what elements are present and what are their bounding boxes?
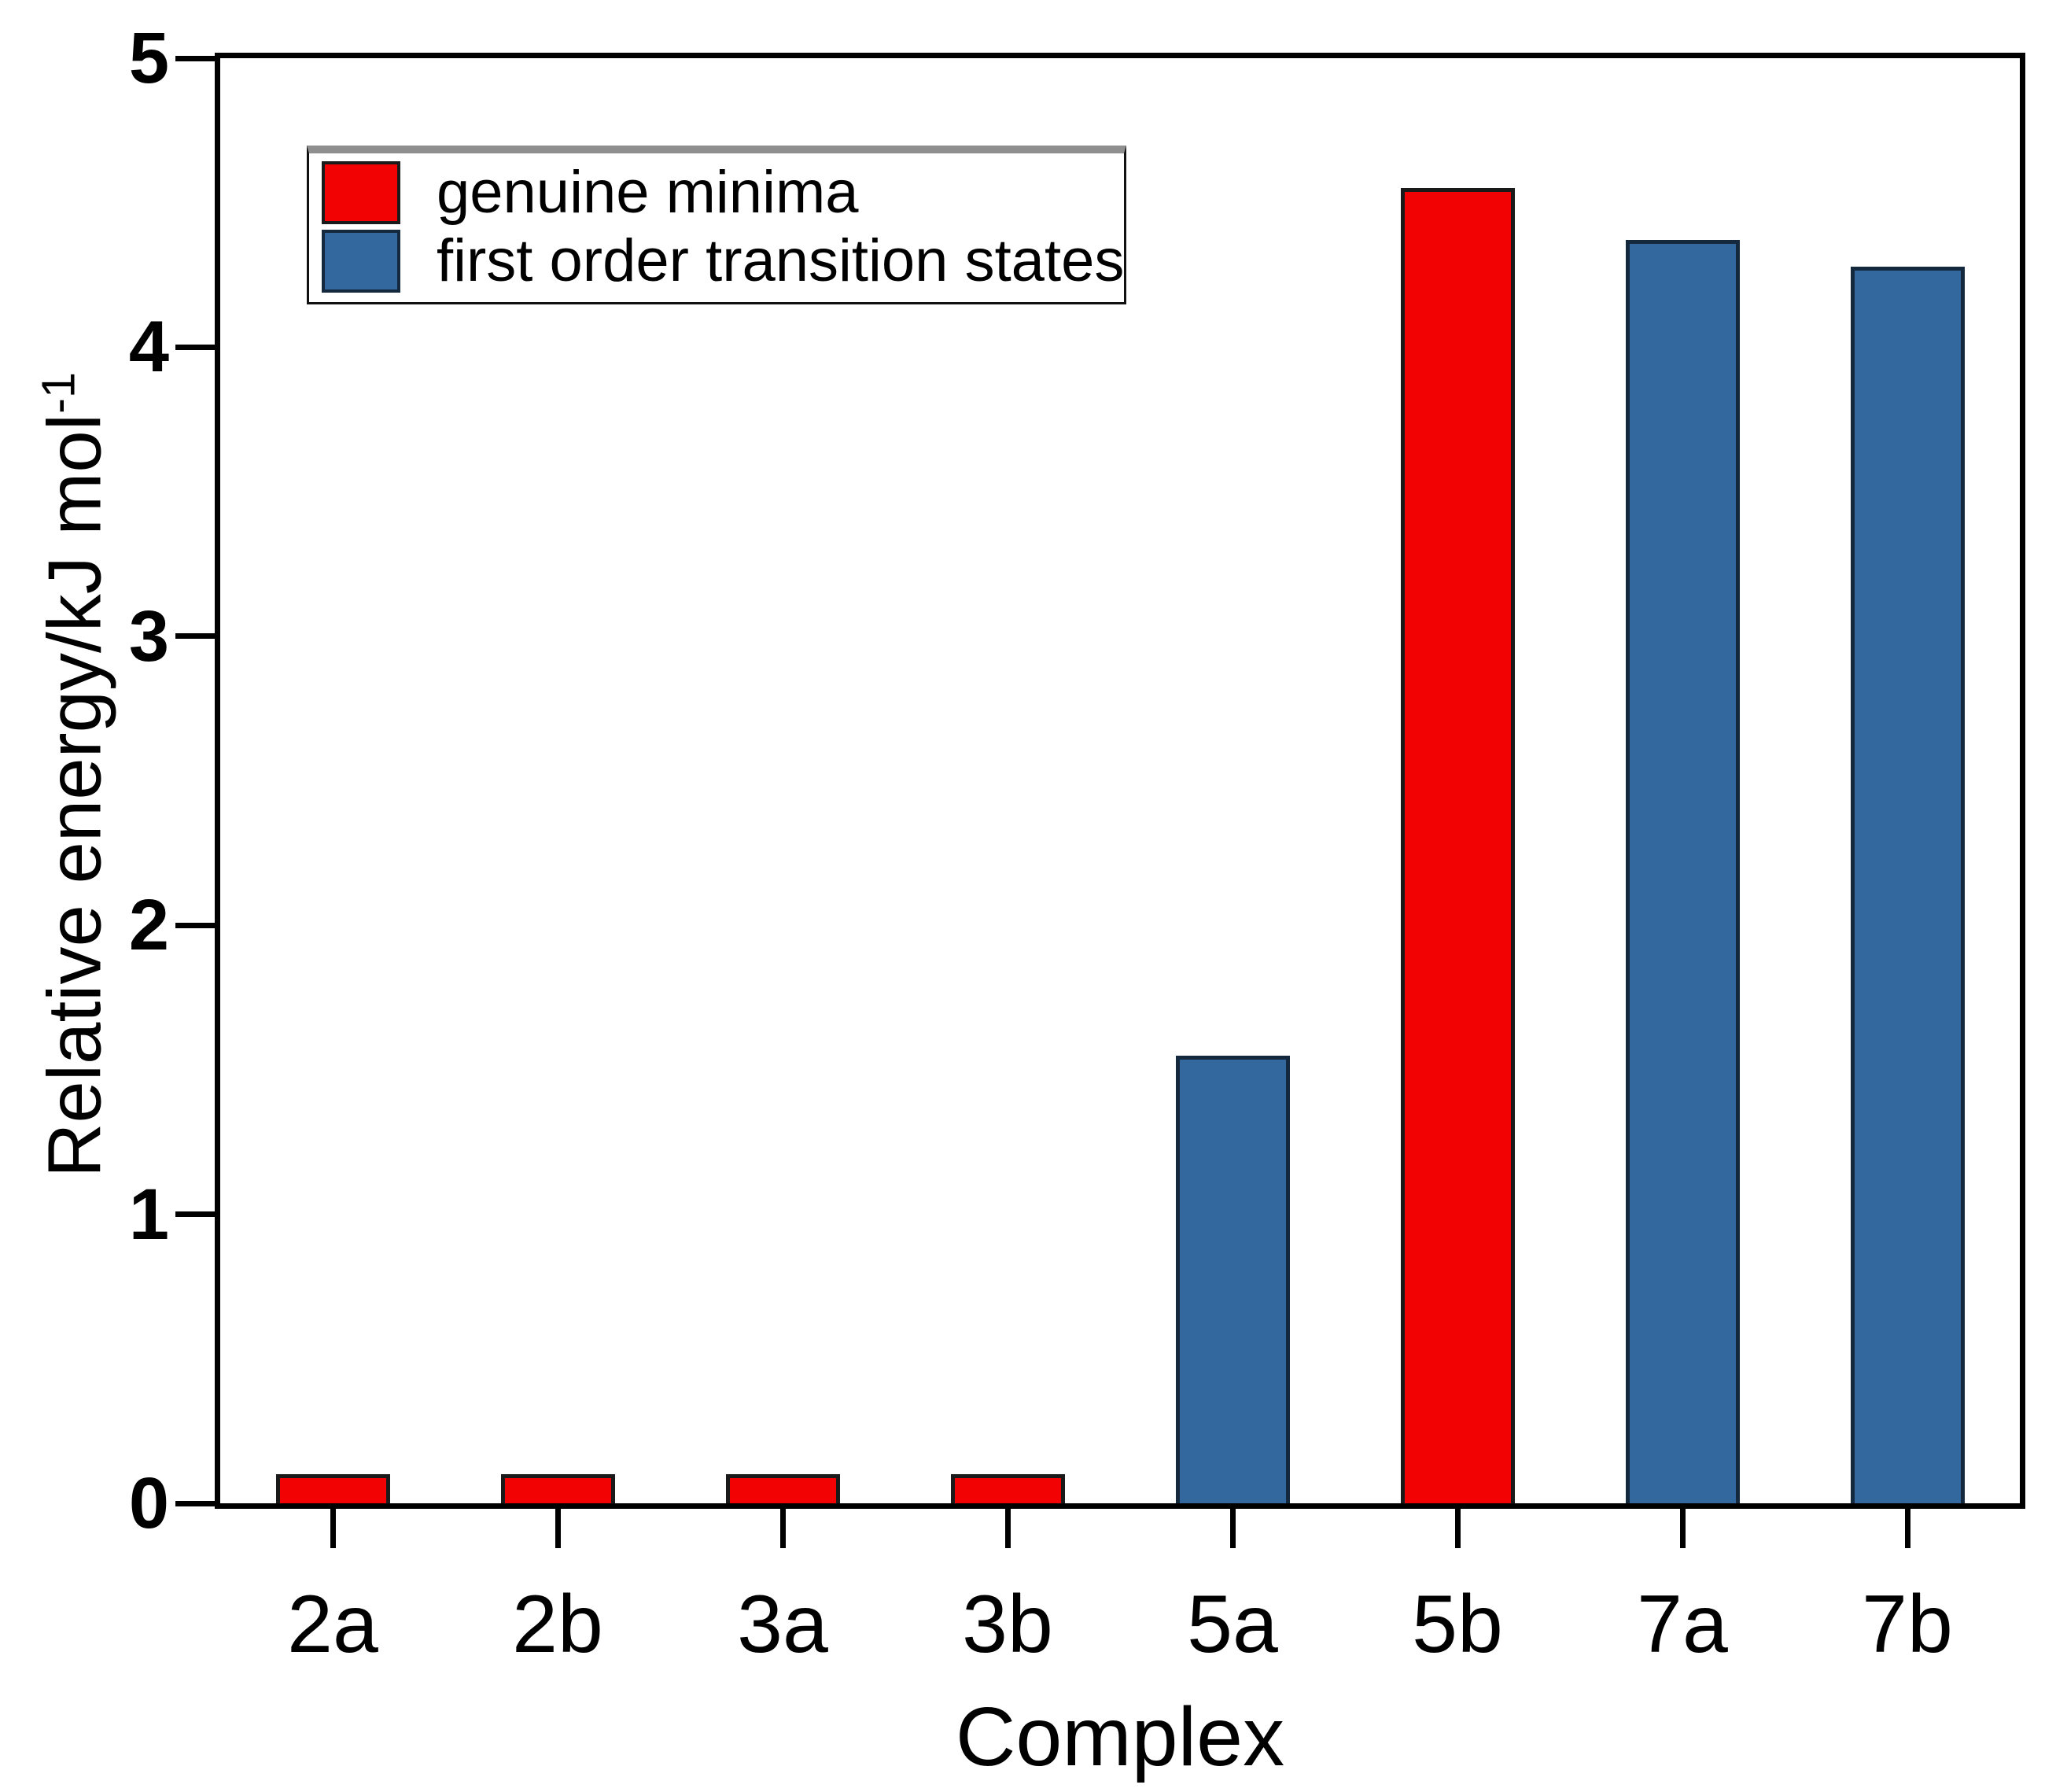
x-tick-label-2b: 2b (512, 1579, 603, 1670)
x-axis-tick (779, 1507, 786, 1548)
x-tick-label-5b: 5b (1412, 1579, 1503, 1670)
bar-5a (1175, 1056, 1290, 1503)
bar-2a (275, 1474, 390, 1503)
x-tick-label-3b: 3b (962, 1579, 1053, 1670)
y-tick-label: 2 (128, 885, 169, 966)
legend-swatch-ts (322, 230, 400, 293)
x-tick-label-7a: 7a (1637, 1579, 1728, 1670)
y-tick-label: 1 (128, 1174, 169, 1255)
x-tick-label-2a: 2a (287, 1579, 378, 1670)
y-axis-tick (175, 1211, 215, 1218)
y-tick-label: 3 (128, 595, 169, 677)
y-axis-title: Relative energy/kJ mol-1 (31, 372, 119, 1178)
x-axis-tick (1229, 1507, 1236, 1548)
y-axis-tick (175, 55, 215, 61)
legend-label-ts: first order transition states (437, 227, 1125, 294)
bar-3b (950, 1474, 1065, 1503)
x-axis-tick (1679, 1507, 1686, 1548)
x-tick-label-5a: 5a (1187, 1579, 1278, 1670)
y-axis-tick (175, 633, 215, 640)
legend-entry-ts: first order transition states (322, 230, 1124, 293)
legend-label-minima: genuine minima (437, 159, 859, 226)
y-axis-tick (175, 922, 215, 928)
x-axis-tick (1004, 1507, 1011, 1548)
y-tick-label: 0 (128, 1463, 169, 1543)
legend-swatch-minima (322, 161, 400, 224)
x-tick-label-3a: 3a (737, 1579, 828, 1670)
y-axis-title-text: Relative energy/kJ mol (32, 413, 117, 1178)
x-axis-tick (1904, 1507, 1910, 1548)
legend-entry-minima: genuine minima (322, 161, 1111, 224)
x-axis-tick (330, 1507, 336, 1548)
y-tick-label: 5 (128, 18, 169, 98)
y-axis-tick (175, 344, 215, 350)
bar-3a (725, 1474, 840, 1503)
bar-5b (1400, 188, 1515, 1503)
x-axis-tick (1454, 1507, 1461, 1548)
bar-7a (1625, 240, 1740, 1503)
y-tick-label: 4 (128, 307, 169, 388)
x-axis-tick (555, 1507, 561, 1548)
bar-2b (500, 1474, 615, 1503)
bar-7b (1850, 267, 1965, 1503)
x-axis-title: Complex (955, 1691, 1285, 1783)
x-tick-label-7b: 7b (1862, 1579, 1953, 1670)
legend: genuine minima first order transition sta… (307, 146, 1126, 304)
y-axis-tick (175, 1500, 215, 1506)
